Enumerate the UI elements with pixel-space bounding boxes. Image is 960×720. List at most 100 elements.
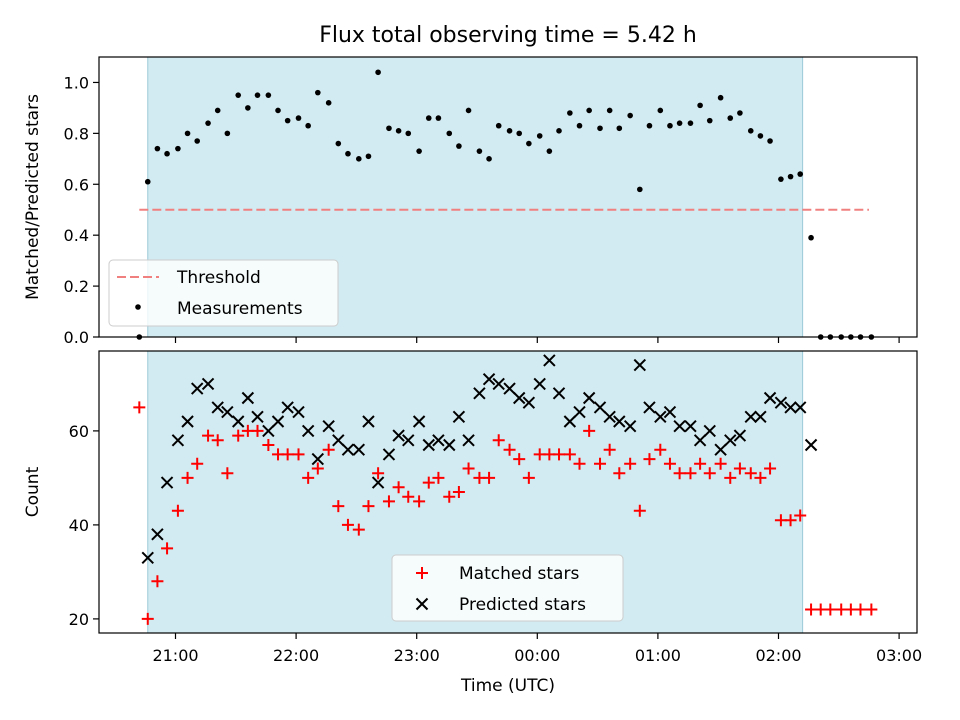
predicted-star-point: [251, 410, 264, 424]
y-tick-label: 0.4: [64, 226, 89, 245]
measurement-point: [235, 92, 242, 98]
y-tick-label: 0.8: [64, 124, 89, 143]
measurement-point: [365, 153, 372, 160]
matched-star-point: [362, 500, 375, 513]
predicted-star-point: [623, 419, 637, 433]
predicted-star-point: [633, 358, 647, 372]
predicted-star-point: [201, 377, 215, 391]
measurement-point: [727, 115, 734, 121]
axes-frame: [98, 56, 918, 338]
x-tick-label: 21:00: [152, 646, 198, 665]
matched-star-point: [673, 467, 686, 480]
predicted-star-point: [654, 410, 667, 424]
matched-star-point: [402, 490, 415, 503]
legend-measurement-label: Measurements: [177, 299, 303, 319]
x-tick-label: 01:00: [635, 646, 681, 665]
predicted-star-point: [563, 415, 577, 428]
measurement-point: [175, 145, 181, 152]
measurement-point: [425, 115, 432, 121]
predicted-star-point: [513, 391, 526, 405]
predicted-star-point: [181, 415, 194, 428]
predicted-star-point: [603, 410, 616, 424]
matched-star-point: [663, 457, 676, 470]
matched-star-point: [251, 424, 264, 437]
predicted-star-point: [371, 476, 385, 489]
predicted-star-point: [160, 476, 174, 489]
measurement-point: [526, 140, 532, 147]
measurement-point: [405, 130, 412, 137]
measurement-point: [797, 171, 804, 177]
measurement-point: [446, 130, 453, 137]
matched-star-point: [563, 448, 576, 461]
measurement-point: [556, 128, 562, 134]
matched-star-point: [854, 603, 867, 616]
measurement-point: [597, 125, 603, 132]
predicted-star-point: [754, 410, 767, 424]
measurement-point: [586, 107, 592, 114]
y-tick-label: 0.0: [64, 328, 89, 347]
measurement-point: [787, 173, 794, 180]
matched-star-point: [784, 514, 797, 527]
matched-star-point: [341, 518, 354, 531]
measurement-point: [284, 117, 291, 124]
matched-star-point: [794, 509, 807, 522]
matched-star-point: [191, 457, 204, 470]
measurement-point: [315, 89, 321, 96]
measurement-point: [576, 122, 583, 129]
measurement-point: [757, 133, 764, 139]
measurement-point: [476, 148, 483, 154]
measurement-point: [706, 117, 713, 124]
predicted-star-point: [232, 415, 245, 428]
predicted-star-point: [503, 382, 516, 395]
matched-star-point: [432, 471, 445, 484]
matched-star-point: [171, 504, 184, 517]
predicted-star-point: [311, 452, 325, 466]
predicted-star-point: [362, 415, 375, 428]
legend-measurement-swatch: [135, 304, 141, 310]
x-tick-label: 23:00: [394, 646, 440, 665]
legend-box: [108, 259, 339, 327]
matched-star-point: [594, 457, 607, 470]
measurement-point: [386, 125, 392, 132]
measurement-point: [295, 115, 302, 121]
measurement-point: [808, 234, 814, 241]
predicted-star-point: [613, 415, 626, 428]
predicted-star-point: [171, 434, 185, 447]
measurement-point: [536, 133, 543, 139]
measurement-point: [767, 138, 773, 144]
measurement-point: [144, 178, 151, 185]
measurement-point: [546, 148, 553, 154]
predicted-star-point: [643, 401, 656, 414]
predicted-star-point: [262, 424, 275, 438]
predicted-star-point: [492, 377, 505, 391]
measurement-point: [345, 150, 351, 157]
predicted-star-point: [341, 443, 355, 456]
matched-star-point: [452, 486, 465, 498]
measurement-point: [305, 122, 311, 129]
predicted-star-point: [191, 382, 204, 395]
matched-star-point: [503, 443, 516, 456]
chart-title: Flux total observing time = 5.42 h: [319, 23, 697, 48]
predicted-star-point: [432, 434, 445, 447]
predicted-star-point: [774, 396, 788, 409]
measurement-point: [627, 112, 633, 119]
measurement-point: [335, 140, 342, 147]
matched-star-point: [733, 462, 746, 475]
y-tick-label: 0.2: [64, 277, 89, 296]
predicted-star-point: [763, 391, 777, 405]
matched-star-point: [332, 500, 345, 513]
legend-box: [391, 554, 624, 622]
matched-star-point: [492, 434, 505, 447]
predicted-star-point: [382, 448, 396, 461]
predicted-star-point: [543, 354, 556, 367]
measurement-point: [205, 120, 211, 126]
measurement-point: [325, 100, 332, 106]
matched-star-point: [624, 457, 637, 470]
measurement-point: [667, 122, 673, 129]
measurement-point: [224, 130, 231, 137]
predicted-star-point: [352, 443, 366, 456]
matched-star-point: [443, 490, 456, 503]
predicted-star-point: [714, 443, 727, 456]
predicted-star-point: [271, 415, 285, 428]
